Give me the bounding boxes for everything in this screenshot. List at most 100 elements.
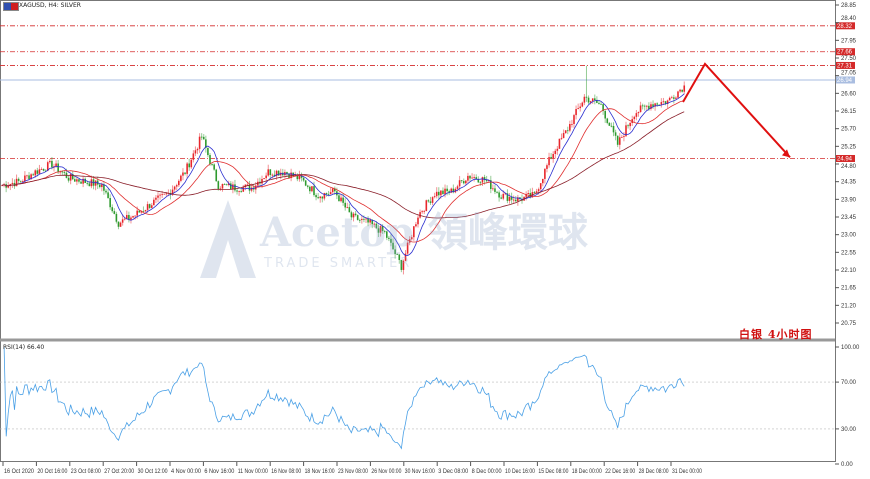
candle-body bbox=[144, 209, 147, 212]
candle-body bbox=[175, 185, 178, 187]
candle-body bbox=[517, 197, 519, 202]
candle-body bbox=[311, 186, 313, 192]
price-tick-label: 20.75 bbox=[841, 321, 857, 327]
candle-body bbox=[306, 185, 309, 187]
candle-body bbox=[668, 97, 671, 101]
candle-body bbox=[148, 204, 151, 208]
candle-body bbox=[591, 98, 594, 102]
price-tick-label: 23.45 bbox=[841, 215, 857, 221]
candle-body bbox=[585, 96, 588, 98]
candle-body bbox=[581, 102, 584, 107]
rsi-pane: 100.00 70.00 30.00 0.00 bbox=[0, 345, 860, 468]
candle-body bbox=[438, 191, 440, 196]
time-tick-label: 31 Dec 00:00 bbox=[672, 469, 703, 475]
candle-body bbox=[460, 180, 463, 182]
price-level-label: 27.31 bbox=[837, 63, 853, 69]
candle-body bbox=[446, 188, 448, 192]
candle-body bbox=[583, 96, 586, 103]
candle-body bbox=[119, 222, 122, 227]
candle-body bbox=[90, 179, 93, 187]
candle-body bbox=[510, 197, 513, 200]
candle-body bbox=[188, 163, 190, 168]
candle-body bbox=[123, 218, 126, 220]
candle-body bbox=[356, 215, 359, 220]
candle-body bbox=[648, 105, 650, 109]
candle-body bbox=[128, 215, 130, 220]
candle-body bbox=[26, 175, 28, 177]
chart-title: XAGUSD, H4: SILVER bbox=[19, 2, 81, 9]
candle-body bbox=[273, 174, 276, 177]
price-tick-label: 24.35 bbox=[841, 180, 857, 186]
time-tick-label: 16 Oct 2020 bbox=[4, 469, 35, 475]
candle-body bbox=[286, 172, 288, 174]
candle-body bbox=[569, 124, 571, 131]
candle-body bbox=[346, 207, 349, 208]
candle-body bbox=[130, 217, 132, 220]
candle-body bbox=[140, 211, 143, 213]
price-level-label: 24.94 bbox=[837, 157, 853, 163]
candle-body bbox=[404, 253, 407, 261]
candle-body bbox=[28, 175, 30, 180]
candle-body bbox=[562, 133, 565, 138]
candle-body bbox=[633, 116, 636, 120]
candle-body bbox=[271, 174, 274, 176]
ma-mid-line bbox=[1, 99, 685, 243]
candle-body bbox=[365, 218, 367, 220]
candle-body bbox=[71, 174, 74, 180]
candle-body bbox=[331, 188, 334, 193]
candle-body bbox=[150, 205, 153, 208]
price-tick-label: 23.90 bbox=[841, 197, 857, 203]
candle-body bbox=[223, 184, 226, 185]
candle-body bbox=[483, 177, 486, 181]
price-tick-label: 27.95 bbox=[841, 38, 857, 44]
candle-body bbox=[277, 170, 280, 176]
candle-body bbox=[410, 237, 413, 240]
candle-body bbox=[319, 196, 322, 199]
candle-body bbox=[157, 195, 159, 198]
candle-body bbox=[82, 178, 84, 184]
candle-body bbox=[506, 193, 509, 201]
price-tick-label: 28.85 bbox=[841, 3, 857, 9]
candle-body bbox=[388, 237, 390, 239]
candle-body bbox=[49, 160, 51, 163]
candle-body bbox=[390, 238, 392, 243]
price-tick-label: 25.70 bbox=[841, 127, 857, 133]
candle-body bbox=[213, 164, 215, 170]
candle-body bbox=[448, 191, 450, 193]
candle-body bbox=[103, 184, 105, 191]
candle-body bbox=[394, 249, 396, 255]
candle-body bbox=[24, 175, 26, 182]
candle-body bbox=[198, 136, 201, 149]
time-tick-label: 30 Oct 12:00 bbox=[138, 469, 169, 475]
candle-body bbox=[240, 191, 242, 192]
candle-body bbox=[261, 178, 263, 184]
candle-body bbox=[677, 91, 679, 98]
candle-body bbox=[121, 219, 124, 223]
rsi-title: RSI(14) 66.40 bbox=[3, 344, 45, 351]
candle-body bbox=[186, 163, 188, 174]
candle-body bbox=[113, 211, 116, 214]
candle-body bbox=[211, 164, 213, 165]
candle-body bbox=[304, 180, 307, 186]
time-tick-label: 18 Nov 16:00 bbox=[305, 469, 336, 475]
candle-body bbox=[315, 195, 317, 198]
candle-body bbox=[643, 105, 646, 107]
candle-body bbox=[481, 177, 484, 183]
candle-body bbox=[225, 184, 228, 186]
time-tick-label: 30 Nov 16:00 bbox=[405, 469, 436, 475]
candle-body bbox=[317, 197, 319, 199]
candle-body bbox=[109, 198, 111, 208]
candle-body bbox=[234, 184, 236, 191]
candle-body bbox=[22, 181, 24, 182]
candle-body bbox=[475, 177, 478, 180]
candle-body bbox=[155, 197, 157, 200]
candle-body bbox=[512, 199, 515, 201]
candle-body bbox=[554, 150, 557, 154]
candle-body bbox=[494, 188, 496, 192]
candle-body bbox=[419, 212, 421, 218]
candle-body bbox=[1, 185, 3, 187]
candle-body bbox=[302, 177, 305, 181]
candle-body bbox=[88, 183, 91, 187]
candle-body bbox=[571, 123, 573, 125]
candle-body bbox=[550, 157, 552, 159]
